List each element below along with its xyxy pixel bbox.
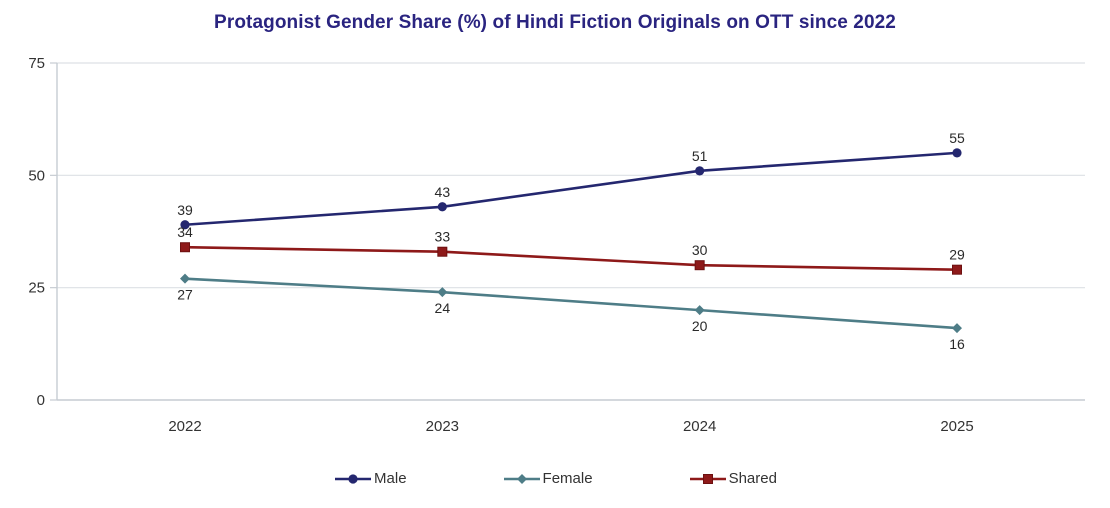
series-male: 39 43 51 55 [177, 130, 965, 230]
data-point-female-2024 [694, 305, 705, 316]
y-tick-label: 50 [28, 167, 45, 184]
x-tick-label: 2023 [426, 418, 459, 435]
data-point-male-2025 [952, 148, 962, 158]
legend-marker-shared [702, 473, 713, 484]
data-point-male-2022 [180, 220, 190, 230]
x-tick-label: 2022 [168, 418, 201, 435]
series-shared: 34 33 30 29 [177, 224, 965, 275]
data-label-male-2025: 55 [949, 130, 965, 146]
legend-diamond-swatch-icon [503, 473, 540, 484]
x-tick-label: 2025 [940, 418, 973, 435]
data-label-female-2023: 24 [435, 300, 451, 316]
y-tick-label: 0 [37, 392, 45, 409]
data-point-shared-2025 [952, 264, 962, 275]
data-label-female-2024: 20 [692, 318, 708, 334]
legend-square-swatch-icon [689, 473, 726, 484]
data-point-male-2024 [695, 166, 705, 176]
y-tick-label: 75 [28, 55, 45, 72]
data-point-female-2023 [437, 287, 448, 298]
data-point-shared-2023 [437, 246, 448, 257]
legend-circle-swatch-icon [335, 473, 372, 484]
data-point-female-2022 [180, 273, 190, 284]
data-label-male-2023: 43 [435, 184, 451, 200]
legend-label-male: Male [374, 470, 407, 487]
x-tick-label: 2024 [683, 418, 716, 435]
data-label-shared-2022: 34 [177, 224, 193, 240]
data-point-female-2025 [952, 323, 962, 334]
series-female: 27 24 20 16 [177, 273, 965, 352]
legend-marker-female [516, 473, 527, 484]
y-tick-label: 25 [28, 280, 45, 297]
series-line-male [183, 151, 959, 227]
data-label-shared-2024: 30 [692, 242, 708, 258]
data-label-female-2022: 27 [177, 287, 193, 303]
legend-item-male[interactable]: Male [333, 470, 407, 487]
data-point-shared-2024 [694, 260, 705, 271]
legend-item-female[interactable]: Female [502, 470, 593, 487]
data-label-shared-2025: 29 [949, 247, 965, 263]
data-label-male-2022: 39 [177, 202, 193, 218]
legend: Male Female Shared [0, 470, 1110, 487]
data-point-male-2023 [437, 202, 447, 212]
data-label-female-2025: 16 [949, 336, 965, 352]
legend-item-shared[interactable]: Shared [688, 470, 777, 487]
line-chart: 0 25 50 75 2022 2023 2024 2025 39 43 51 55 27 24 20 16 3… [28, 55, 1085, 435]
legend-label-shared: Shared [728, 470, 777, 487]
series-line-female [183, 277, 959, 330]
data-point-shared-2022 [180, 242, 190, 253]
series-line-shared [183, 245, 959, 271]
data-label-male-2024: 51 [692, 148, 708, 164]
data-label-shared-2023: 33 [435, 229, 451, 245]
legend-marker-male [348, 473, 358, 484]
chart-title: Protagonist Gender Share (%) of Hindi Fi… [214, 12, 896, 33]
legend-label-female: Female [542, 470, 593, 487]
